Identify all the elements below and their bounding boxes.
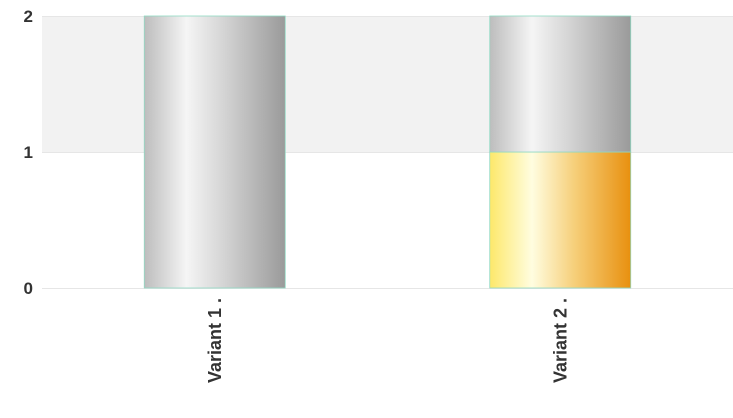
x-category-label: Variant 1 . xyxy=(205,298,225,383)
y-tick-label: 2 xyxy=(24,7,33,26)
bars xyxy=(143,15,632,289)
bar-segment-2-1[interactable] xyxy=(143,15,286,289)
bar-segment-1-2[interactable] xyxy=(489,151,632,289)
x-category-label: Variant 2 . xyxy=(550,298,570,383)
y-tick-label: 0 xyxy=(24,279,33,298)
y-axis-ticks: 0 1 2 xyxy=(24,7,33,298)
bar-segment-2-2[interactable] xyxy=(489,15,632,153)
x-axis-labels: Variant 1 . Variant 2 . xyxy=(205,298,571,383)
y-tick-label: 1 xyxy=(24,143,33,162)
